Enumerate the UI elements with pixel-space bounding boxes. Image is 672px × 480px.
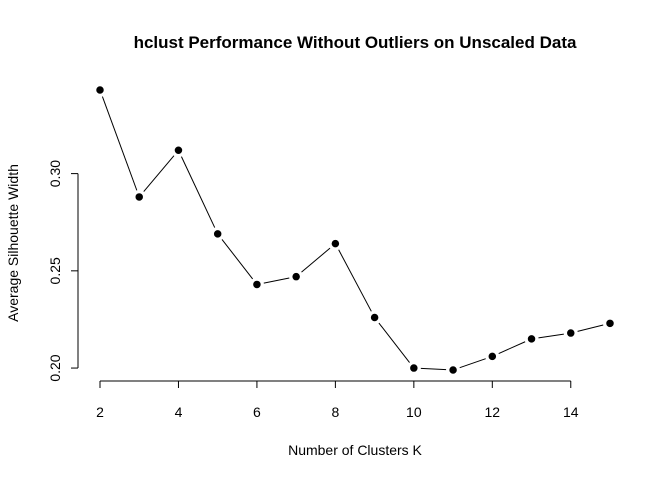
series-line-segment [101, 96, 138, 191]
data-point [604, 318, 616, 329]
x-tick-label: 6 [253, 404, 261, 420]
y-tick-label: 0.30 [47, 160, 63, 187]
x-tick-label: 12 [485, 404, 501, 420]
data-point [565, 327, 577, 339]
x-tick-label: 4 [175, 404, 183, 420]
data-point [369, 312, 380, 323]
series-line-segment [143, 155, 175, 192]
series-line-segment [577, 324, 604, 332]
series-line-segment [378, 322, 410, 363]
x-tick-label: 10 [406, 404, 422, 420]
series-line-segment [221, 239, 254, 280]
data-point [290, 271, 302, 282]
data-point [447, 364, 459, 376]
series-group [94, 84, 616, 376]
y-axis-label: Average Silhouette Width [5, 164, 21, 322]
series-line-segment [263, 277, 290, 284]
x-axis: 2 4 6 8 10 12 14 [96, 380, 579, 420]
x-tick-label: 8 [331, 404, 339, 420]
series-line-segment [420, 367, 447, 371]
x-axis-label: Number of Clusters K [288, 442, 422, 458]
chart-title: hclust Performance Without Outliers on U… [134, 33, 577, 52]
data-point [251, 279, 263, 290]
series-line-segment [338, 249, 372, 312]
series-line-segment [301, 247, 331, 273]
data-point [487, 351, 498, 362]
series-line-segment [498, 341, 526, 354]
data-point [94, 84, 106, 96]
x-tick-label: 2 [96, 404, 104, 420]
data-point [212, 228, 223, 240]
series-line-segment [459, 358, 486, 369]
data-point [173, 145, 184, 156]
data-point [133, 191, 145, 203]
y-axis: 0.20 0.25 0.30 [47, 160, 79, 382]
data-point [330, 238, 341, 249]
series-line-segment [180, 156, 216, 228]
series-line-segment [538, 333, 564, 339]
data-point [526, 333, 537, 345]
y-tick-label: 0.20 [47, 354, 63, 381]
data-point [408, 362, 420, 374]
y-tick-label: 0.25 [47, 257, 63, 284]
x-tick-label: 14 [563, 404, 579, 420]
